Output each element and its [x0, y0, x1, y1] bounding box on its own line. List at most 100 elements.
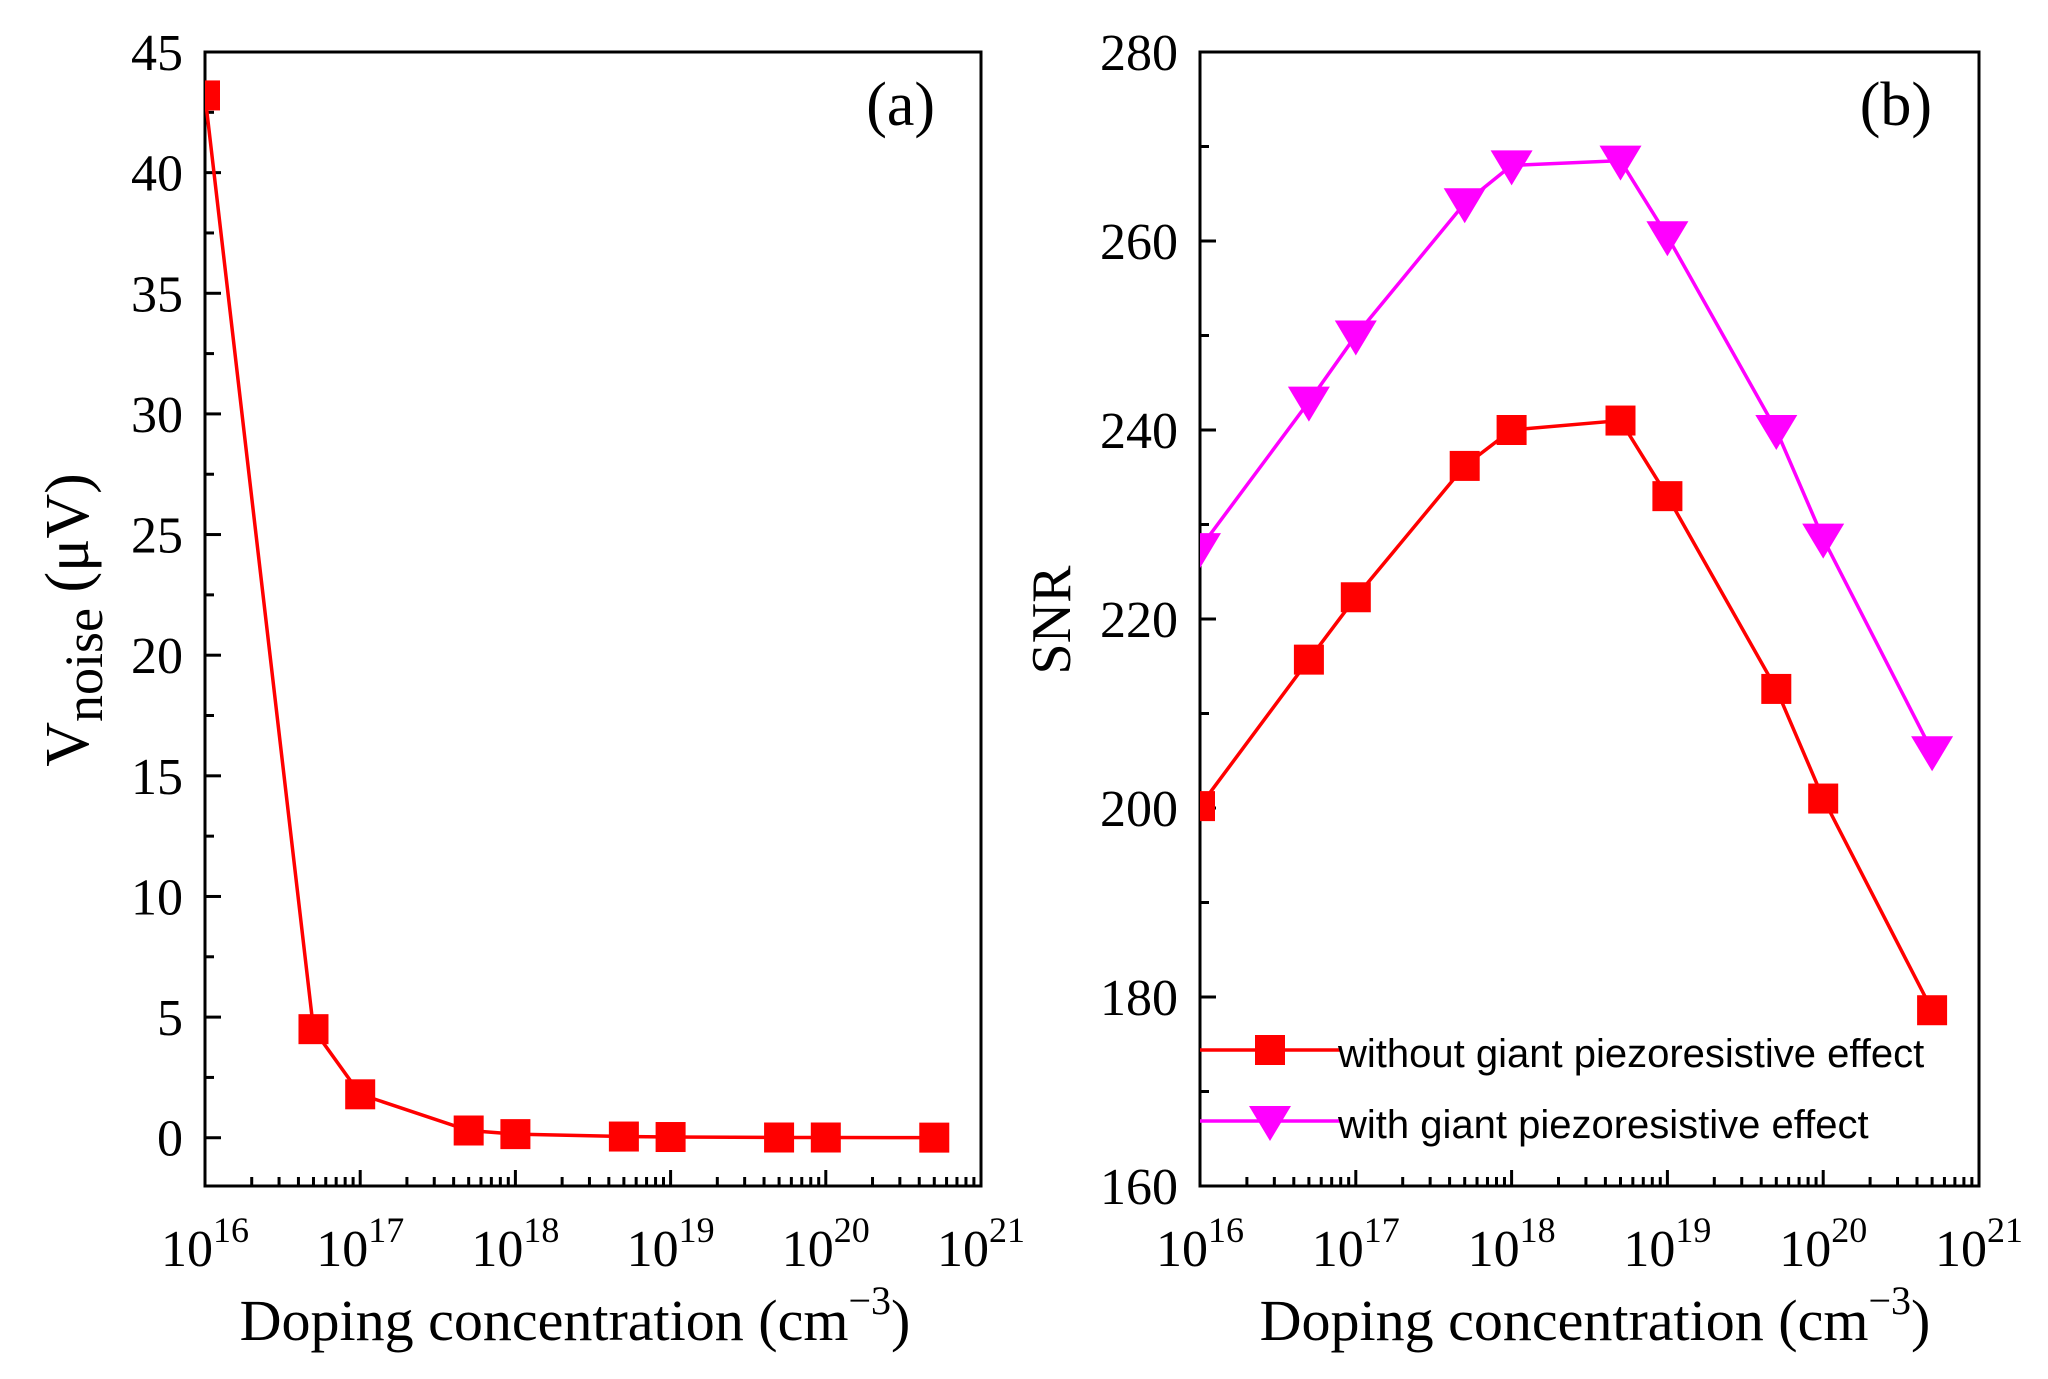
y-tick-label: 25	[131, 508, 183, 565]
x-tick-label: 1019	[627, 1210, 715, 1278]
x-tick-exponent: 18	[1520, 1210, 1556, 1250]
y-tick-label: 0	[157, 1111, 183, 1168]
x-tick-exponent: 21	[1987, 1210, 2023, 1250]
x-tick-label: 1020	[782, 1210, 870, 1278]
y-tick-label: 200	[1100, 781, 1178, 838]
data-point	[1917, 995, 1948, 1026]
data-point	[1334, 320, 1377, 356]
y-label-unit: (μV)	[34, 473, 102, 608]
x-tick-exponent: 17	[368, 1210, 404, 1250]
data-point	[1646, 221, 1689, 257]
data-point	[345, 1079, 376, 1110]
legend-marker	[1249, 1106, 1291, 1141]
data-point	[1200, 533, 1221, 569]
y-tick-label: 40	[131, 146, 183, 203]
data-point	[1605, 405, 1636, 436]
data-point	[919, 1122, 950, 1153]
x-tick-base: 10	[1935, 1221, 1987, 1278]
data-point	[764, 1122, 795, 1153]
y-label-sub: noise	[54, 608, 114, 722]
series-line	[205, 95, 935, 1140]
data-point	[1911, 736, 1954, 772]
x-tick-base: 10	[1779, 1221, 1831, 1278]
x-label-end: )	[1911, 1288, 1930, 1353]
x-tick-base: 10	[316, 1221, 368, 1278]
x-tick-base: 10	[1468, 1221, 1520, 1278]
y-tick-label: 240	[1100, 403, 1178, 460]
x-tick-base: 10	[937, 1221, 989, 1278]
y-label-main: V	[34, 722, 102, 767]
y-axis-label-a: Vnoise (μV)	[34, 473, 114, 767]
data-point	[1200, 791, 1215, 822]
x-tick-label: 1018	[1468, 1210, 1556, 1278]
data-point	[1755, 415, 1798, 450]
legend-item: with giant piezoresistive effect	[1200, 1103, 1869, 1147]
data-point	[205, 80, 220, 111]
data-point	[1808, 783, 1839, 814]
data-point	[608, 1121, 639, 1152]
data-point	[655, 1122, 686, 1153]
x-label-sup: −3	[848, 1278, 891, 1323]
x-label-main: Doping concentration (cm	[240, 1288, 849, 1353]
x-tick-exponent: 16	[213, 1210, 249, 1250]
y-tick-label: 5	[157, 990, 183, 1047]
legend-label: without giant piezoresistive effect	[1337, 1032, 1924, 1076]
data-point	[1761, 673, 1792, 704]
x-tick-base: 10	[782, 1221, 834, 1278]
series-layer	[1200, 145, 1954, 1026]
data-point	[298, 1014, 329, 1045]
panel-a: (a) Vnoise (μV) Doping concentration (cm…	[34, 25, 1025, 1353]
x-tick-label: 1021	[1935, 1210, 2023, 1278]
y-tick-label: 35	[131, 266, 183, 323]
series-layer	[205, 80, 950, 1153]
data-point	[453, 1115, 484, 1146]
data-point	[1599, 145, 1642, 181]
x-axis-label-a: Doping concentration (cm−3)	[240, 1278, 911, 1353]
data-point	[1293, 644, 1324, 675]
x-tick-label: 1018	[471, 1210, 559, 1278]
y-tick-label: 20	[131, 628, 183, 685]
data-point	[1449, 450, 1480, 481]
x-label-main: Doping concentration (cm	[1260, 1288, 1869, 1353]
y-tick-label: 280	[1100, 25, 1178, 82]
panel-a-label: (a)	[866, 71, 935, 139]
x-tick-exponent: 21	[989, 1210, 1025, 1250]
x-tick-base: 10	[1312, 1221, 1364, 1278]
x-tick-exponent: 19	[679, 1210, 715, 1250]
panel-b-label: (b)	[1860, 71, 1932, 139]
y-axis-label-b: SNR	[1021, 565, 1083, 675]
x-tick-base: 10	[161, 1221, 213, 1278]
series-line	[1200, 418, 1934, 1012]
legend-label: with giant piezoresistive effect	[1337, 1103, 1869, 1147]
y-tick-label: 30	[131, 387, 183, 444]
x-tick-base: 10	[471, 1221, 523, 1278]
x-tick-exponent: 20	[834, 1210, 870, 1250]
y-tick-label: 10	[131, 869, 183, 926]
x-label-end: )	[891, 1288, 910, 1353]
y-tick-label: 160	[1100, 1159, 1178, 1216]
y-tick-label: 260	[1100, 214, 1178, 271]
x-tick-label: 1019	[1623, 1210, 1711, 1278]
data-point	[1287, 386, 1330, 422]
data-point	[1652, 481, 1683, 512]
y-tick-label: 220	[1100, 592, 1178, 649]
y-tick-label: 15	[131, 749, 183, 806]
data-point	[500, 1119, 531, 1150]
data-point	[1443, 188, 1486, 224]
x-tick-exponent: 17	[1364, 1210, 1400, 1250]
x-axis-label-b: Doping concentration (cm−3)	[1260, 1278, 1931, 1353]
x-tick-label: 1016	[1156, 1210, 1244, 1278]
data-point	[810, 1122, 841, 1153]
series-line	[1200, 158, 1934, 753]
x-label-sup: −3	[1868, 1278, 1911, 1323]
legend-marker	[1255, 1035, 1285, 1065]
x-tick-label: 1020	[1779, 1210, 1867, 1278]
data-point	[1340, 582, 1371, 613]
x-tick-label: 1021	[937, 1210, 1025, 1278]
x-tick-base: 10	[627, 1221, 679, 1278]
x-tick-base: 10	[1623, 1221, 1675, 1278]
panel-b: (b) SNR Doping concentration (cm−3) 1016…	[1021, 25, 2023, 1353]
x-tick-label: 1017	[316, 1210, 404, 1278]
data-point	[1496, 415, 1527, 445]
